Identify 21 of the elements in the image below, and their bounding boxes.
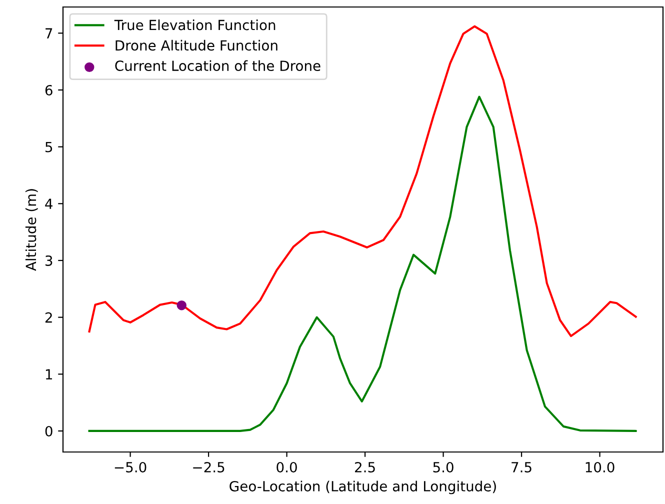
y-tick-label: 0 xyxy=(45,426,52,436)
x-tick-label: 2.5 xyxy=(355,462,375,472)
y-tick-label: 4 xyxy=(45,198,52,209)
y-tick-label: 6 xyxy=(45,84,52,96)
x-tick-label: −2.5 xyxy=(193,462,224,472)
legend-label: Drone Altitude Function xyxy=(116,40,278,51)
x-tick-label: 7.5 xyxy=(512,462,532,472)
y-tick-label: 3 xyxy=(46,255,52,266)
legend-label: True Elevation Function xyxy=(114,20,276,30)
y-tick-label: 1 xyxy=(46,369,52,380)
y-tick-label: 7 xyxy=(46,28,52,38)
x-tick-label: 0.0 xyxy=(276,462,297,472)
x-axis-title: Geo-Location (Latitude and Longitude) xyxy=(230,480,496,494)
x-tick-label: 10.0 xyxy=(586,462,614,472)
line-series xyxy=(88,96,637,432)
legend-label: Current Location of the Drone xyxy=(115,60,320,72)
x-tick-label: 5.0 xyxy=(433,462,454,472)
x-tick-label: −5.0 xyxy=(114,462,146,472)
y-axis-title: Altitude (m) xyxy=(25,189,38,271)
y-tick-label: 2 xyxy=(45,312,52,323)
y-tick-label: 5 xyxy=(46,142,52,152)
